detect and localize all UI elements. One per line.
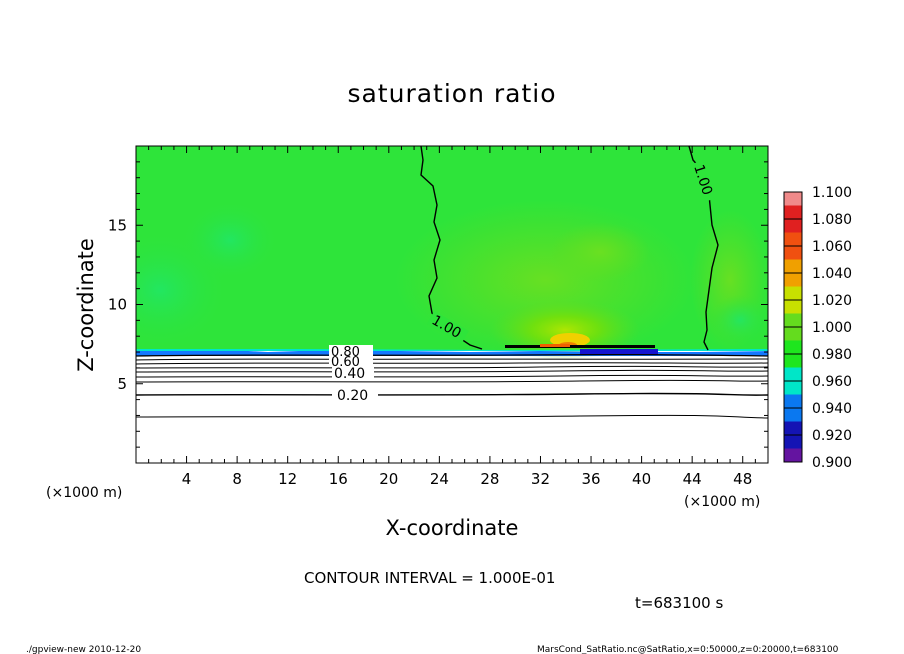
boundary-slab-black: [505, 345, 655, 348]
colorbar-label: 1.040: [812, 266, 852, 282]
x-unit-label: (×1000 m): [684, 494, 760, 510]
contour-label-bg: [690, 159, 717, 203]
time-label: t=683100 s: [635, 594, 723, 612]
colorbar-label: 0.920: [812, 428, 852, 444]
field-patch-cool: [180, 200, 280, 280]
colorbar-swatch: [784, 340, 802, 354]
x-axis: 4 8 12 16 20 24 28 32 36 40 44 48: [148, 146, 756, 488]
y-tick-label: 10: [108, 296, 127, 314]
field-patch-cool: [710, 295, 768, 345]
footer-right: MarsCond_SatRatio.nc@SatRatio,x=0:50000,…: [537, 645, 839, 654]
colorbar-swatch: [784, 259, 802, 273]
footer-left: ./gpview-new 2010-12-20: [26, 645, 141, 654]
contour-label-bg: [332, 366, 374, 380]
y-tick-label: 5: [117, 375, 127, 393]
contour-line: [136, 362, 768, 365]
contour-label: 0.20: [337, 388, 368, 404]
x-tick-label: 44: [683, 470, 702, 488]
x-tick-label: 32: [531, 470, 550, 488]
colorbar-label: 0.940: [812, 401, 852, 417]
x-tick-label: 20: [379, 470, 398, 488]
colorbar-swatch: [784, 394, 802, 408]
plot-area: 0.80 0.60 0.40 0.20 1.00 1.00: [136, 146, 768, 463]
contour-label-bg: [332, 387, 378, 402]
contour-line: [136, 379, 768, 383]
colorbar-swatch: [784, 381, 802, 395]
colorbar-label: 0.980: [812, 347, 852, 363]
x-tick-label: 24: [430, 470, 449, 488]
field-hot-spot: [550, 333, 590, 347]
colorbar-label: 1.080: [812, 212, 852, 228]
contour-line: [136, 369, 768, 373]
colorbar-label: 1.060: [812, 239, 852, 255]
y-axis: 5 10 15: [108, 161, 768, 448]
boundary-slab-blue: [580, 349, 658, 355]
contour-line: [136, 353, 768, 357]
contour-interval-note: CONTOUR INTERVAL = 1.000E-01: [304, 569, 555, 587]
x-tick-label: 36: [581, 470, 600, 488]
colorbar-label: 1.000: [812, 320, 852, 336]
x-axis-label: X-coordinate: [386, 516, 519, 540]
y-axis-label: Z-coordinate: [74, 238, 98, 372]
field-patch-warm: [550, 222, 650, 282]
y-unit-label: (×1000 m): [46, 485, 122, 501]
x-tick-label: 16: [329, 470, 348, 488]
colorbar-swatch: [784, 408, 802, 422]
colorbar-swatch: [784, 313, 802, 327]
colorbar-swatch: [784, 232, 802, 246]
contour-label-bg: [426, 310, 469, 344]
x-tick-label: 8: [232, 470, 242, 488]
contour-label-bg: [329, 356, 373, 367]
colorbar-swatch: [784, 286, 802, 300]
contour-label-bg: [329, 345, 373, 356]
colorbar-swatch: [784, 192, 802, 206]
colorbar-swatch: [784, 219, 802, 233]
colorbar-label: 1.020: [812, 293, 852, 309]
boundary-slab-orange: [540, 344, 570, 347]
colorbar-swatch: [784, 246, 802, 260]
x-tick-label: 40: [632, 470, 651, 488]
colorbar-swatch: [784, 435, 802, 449]
contour-label: 0.60: [331, 355, 360, 370]
colorbar-label: 0.900: [812, 455, 852, 471]
colorbar-label: 1.100: [812, 185, 852, 201]
contour-line: [136, 365, 768, 369]
colorbar: 1.100 1.080 1.060 1.040 1.020 1.000 0.980 0.960…: [783, 185, 852, 471]
contour-label: 0.80: [331, 345, 360, 360]
x-tick-label: 12: [278, 470, 297, 488]
colorbar-swatch: [784, 300, 802, 314]
x-tick-label: 4: [182, 470, 192, 488]
x-tick-label: 48: [733, 470, 752, 488]
colorbar-swatch: [784, 421, 802, 435]
colorbar-swatch: [784, 448, 802, 462]
colorbar-swatch: [784, 354, 802, 368]
colorbar-swatch: [784, 367, 802, 381]
contour-label: 0.40: [334, 366, 365, 382]
contour-line: [136, 358, 768, 361]
x-tick-label: 28: [480, 470, 499, 488]
y-tick-label: 15: [108, 216, 127, 234]
contour-line: [136, 392, 768, 396]
contour-line: [136, 414, 768, 419]
colorbar-swatch: [784, 327, 802, 341]
contour-line: [136, 374, 768, 378]
colorbar-label: 0.960: [812, 374, 852, 390]
colorbar-swatch: [784, 273, 802, 287]
colorbar-swatch: [784, 205, 802, 219]
chart-title: saturation ratio: [347, 79, 556, 108]
